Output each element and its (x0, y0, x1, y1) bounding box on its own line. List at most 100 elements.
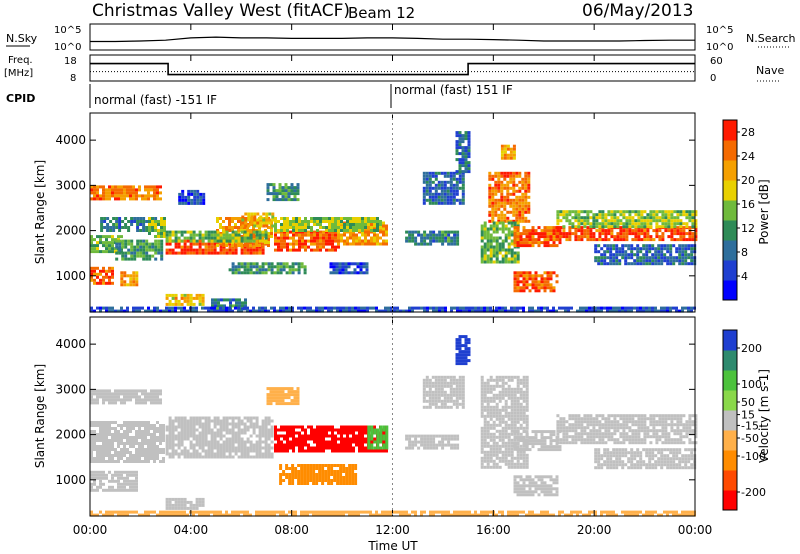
scatter-cell (255, 425, 259, 429)
scatter-cell (90, 241, 93, 245)
scatter-cell (495, 251, 499, 255)
scatter-cell (204, 233, 208, 237)
scatter-cell (440, 198, 444, 202)
scatter-cell (441, 306, 444, 310)
scatter-cell (495, 306, 498, 310)
scatter-cell (286, 425, 289, 429)
scatter-cell (376, 428, 380, 432)
scatter-cell (102, 470, 105, 474)
scatter-cell (147, 454, 150, 457)
scatter-cell (192, 449, 196, 453)
scatter-cell (597, 256, 601, 260)
scatter-cell (102, 244, 105, 248)
scatter-cell (332, 265, 336, 269)
scatter-cell (316, 245, 319, 249)
scatter-cell (552, 229, 556, 233)
scatter-cell (105, 442, 108, 445)
scatter-cell (162, 457, 165, 460)
scatter-cell (136, 220, 140, 223)
scatter-cell (174, 302, 178, 306)
scatter-cell (186, 236, 190, 240)
scatter-cell (525, 241, 529, 245)
scatter-cell (186, 230, 190, 234)
scatter-cell (159, 398, 162, 402)
scatter-cell (148, 242, 152, 246)
scatter-cell (255, 262, 259, 266)
scatter-cell (455, 192, 459, 196)
scatter-cell (234, 440, 238, 444)
scatter-cell (144, 185, 147, 189)
scatter-cell (267, 446, 271, 450)
scatter-cell (286, 248, 289, 252)
scatter-cell (190, 201, 194, 205)
scatter-cell (114, 479, 117, 483)
scatter-cell (516, 244, 520, 248)
scatter-patch (90, 421, 165, 463)
scatter-cell (645, 309, 648, 313)
scatter-cell (231, 437, 235, 441)
scatter-cell (225, 244, 228, 247)
scatter-cell (648, 309, 651, 313)
scatter-cell (281, 189, 285, 193)
scatter-cell (112, 229, 116, 232)
scatter-cell (204, 422, 208, 426)
scatter-cell (361, 223, 364, 226)
scatter-cell (261, 251, 265, 255)
scatter-cell (501, 245, 505, 249)
scatter-cell (340, 440, 343, 444)
scatter-cell (150, 457, 153, 460)
scatter-cell (274, 434, 277, 438)
scatter-cell (237, 443, 241, 447)
scatter-cell (111, 241, 114, 245)
scatter-cell (186, 500, 190, 504)
scatter-cell (432, 233, 436, 237)
date-label: 06/May/2013 (582, 1, 694, 21)
scatter-cell (522, 271, 526, 275)
scatter-cell (198, 437, 202, 441)
scatter-cell (105, 275, 108, 279)
scatter-cell (156, 457, 159, 460)
scatter-cell (447, 434, 451, 438)
scatter-cell (297, 482, 301, 485)
scatter-cell (120, 482, 123, 486)
scatter-cell (426, 236, 430, 240)
scatter-cell (264, 428, 268, 432)
scatter-cell (690, 247, 694, 251)
scatter-cell (255, 265, 259, 269)
scatter-cell (130, 245, 134, 249)
scatter-cell (174, 306, 177, 310)
scatter-cell (115, 245, 119, 249)
scatter-cell (293, 390, 297, 394)
scatter-cell (597, 259, 601, 263)
scatter-cell (93, 191, 96, 195)
scatter-cell (619, 232, 623, 236)
scatter-cell (183, 236, 187, 240)
scatter-cell (178, 195, 182, 199)
scatter-cell (235, 301, 238, 305)
scatter-cell (180, 422, 184, 426)
scatter-cell (123, 445, 126, 448)
scatter-cell (609, 259, 613, 263)
scatter-cell (428, 405, 432, 409)
scatter-cell (219, 422, 223, 426)
scatter-cell (321, 467, 325, 470)
scatter-cell (455, 198, 459, 202)
scatter-cell (249, 449, 253, 453)
scatter-cell (303, 265, 307, 269)
scatter-cell (148, 223, 151, 226)
scatter-cell (652, 213, 656, 217)
scatter-cell (129, 460, 132, 463)
scatter-cell (240, 230, 244, 234)
scatter-cell (219, 449, 223, 453)
scatter-cell (492, 221, 496, 225)
scatter-cell (546, 274, 550, 278)
scatter-cell (165, 428, 169, 432)
scatter-cell (531, 226, 535, 230)
nsearch-tick-top: 10^5 (706, 25, 733, 36)
scatter-cell (503, 183, 507, 187)
scatter-cell (480, 248, 484, 252)
scatter-cell (666, 259, 670, 263)
scatter-cell (163, 223, 166, 226)
scatter-cell (105, 395, 108, 399)
scatter-cell (132, 309, 135, 313)
